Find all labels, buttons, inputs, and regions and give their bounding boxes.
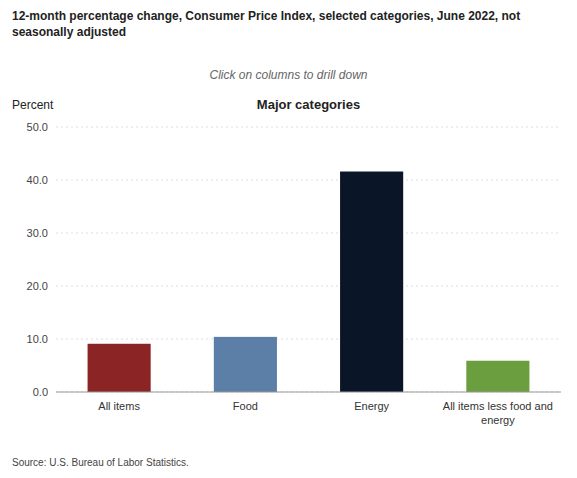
grid-line: [56, 392, 561, 393]
source-note: Source: U.S. Bureau of Labor Statistics.: [12, 457, 189, 468]
y-tick-label: 40.0: [27, 174, 48, 186]
bar[interactable]: [340, 172, 403, 392]
y-tick-label: 0.0: [33, 386, 48, 398]
y-tick-label: 10.0: [27, 333, 48, 345]
grid-line: [56, 339, 561, 340]
grid-line: [56, 180, 561, 181]
background: [0, 0, 577, 478]
x-axis-label: Major categories: [257, 97, 360, 112]
x-tick-label: All items less food andenergy: [443, 400, 553, 426]
y-tick-label: 50.0: [27, 121, 48, 133]
grid-line: [56, 127, 561, 128]
grid-line: [56, 233, 561, 234]
x-tick-label: Food: [233, 400, 258, 412]
title: 12-month percentage change, Consumer Pri…: [12, 9, 520, 39]
bar[interactable]: [214, 337, 277, 392]
chart: 12-month percentage change, Consumer Pri…: [0, 0, 577, 478]
y-axis-label: Percent: [12, 98, 54, 112]
y-tick-label: 20.0: [27, 280, 48, 292]
x-tick-label: All items: [98, 400, 140, 412]
bar[interactable]: [88, 344, 151, 392]
x-axis-line: [56, 392, 561, 393]
bar[interactable]: [466, 361, 529, 392]
grid: [56, 127, 561, 392]
x-tick-label: Energy: [354, 400, 389, 412]
subtitle: Click on columns to drill down: [209, 68, 367, 82]
bars: [88, 172, 530, 392]
grid-line: [56, 286, 561, 287]
y-tick-label: 30.0: [27, 227, 48, 239]
